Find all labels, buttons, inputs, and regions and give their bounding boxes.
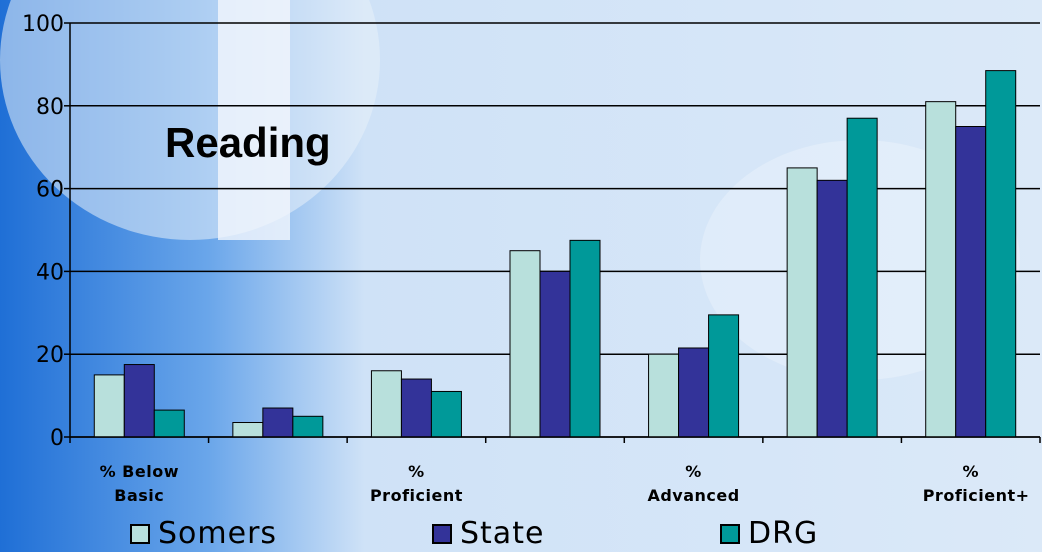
y-tick-label: 60 xyxy=(36,178,64,203)
legend-swatch xyxy=(720,524,740,544)
legend-label: Somers xyxy=(158,516,277,551)
bar xyxy=(401,379,431,437)
x-tick-label: % Proficient+ xyxy=(923,460,1019,508)
y-tick-label: 80 xyxy=(36,95,64,120)
bar xyxy=(926,102,956,437)
bar xyxy=(956,127,986,438)
bar xyxy=(540,271,570,437)
bar xyxy=(986,71,1016,437)
bar xyxy=(847,118,877,437)
bar xyxy=(679,348,709,437)
bar xyxy=(510,251,540,437)
bar xyxy=(94,375,124,437)
bar xyxy=(649,354,679,437)
bar xyxy=(154,410,184,437)
legend-entry: State xyxy=(432,516,544,551)
y-tick-label: 40 xyxy=(36,260,64,285)
bar xyxy=(709,315,739,437)
legend-swatch xyxy=(432,524,452,544)
bar xyxy=(124,365,154,437)
legend-label: State xyxy=(460,516,544,551)
y-tick-label: 0 xyxy=(50,426,64,451)
bar xyxy=(371,371,401,437)
chart-title: Reading xyxy=(165,119,331,166)
legend-entry: DRG xyxy=(720,516,818,551)
y-tick-label: 20 xyxy=(36,343,64,368)
bar xyxy=(787,168,817,437)
x-tick-label: % Proficient xyxy=(368,460,464,508)
bar xyxy=(570,240,600,437)
legend-entry: Somers xyxy=(130,516,277,551)
x-tick-label: % Advanced xyxy=(646,460,742,508)
y-tick-label: 100 xyxy=(22,12,64,37)
bar xyxy=(817,180,847,437)
legend-swatch xyxy=(130,524,150,544)
page: 0 20 40 60 80 100 Reading % Below Basic % Prof… xyxy=(0,0,1042,552)
legend-label: DRG xyxy=(748,516,818,551)
bar xyxy=(263,408,293,437)
bar xyxy=(293,416,323,437)
x-tick-label: % Below Basic xyxy=(91,460,187,508)
bar xyxy=(233,423,263,437)
bar xyxy=(431,391,461,437)
